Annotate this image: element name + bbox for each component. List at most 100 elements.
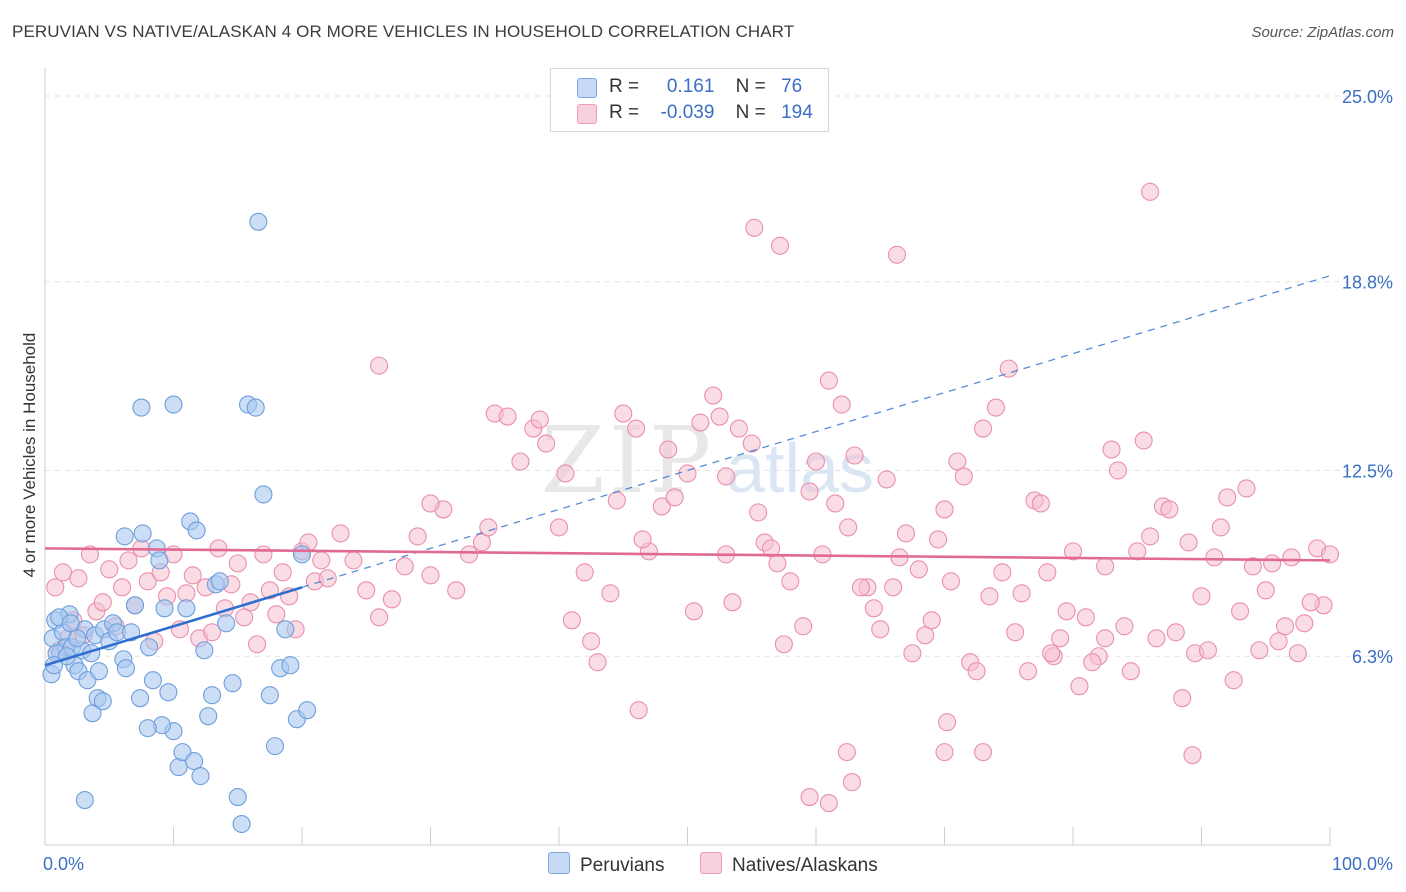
- native-alaskan-point: [575, 563, 594, 582]
- native-alaskan-point: [684, 602, 703, 621]
- legend-r-value: -0.039: [660, 102, 715, 123]
- peruvian-point: [68, 629, 87, 648]
- native-alaskan-point: [530, 410, 549, 429]
- native-alaskan-point: [479, 518, 498, 537]
- watermark-zip: ZIP: [541, 407, 715, 514]
- native-alaskan-point: [1198, 641, 1217, 660]
- peruvian-point: [138, 719, 157, 738]
- native-alaskan-point: [877, 470, 896, 489]
- native-alaskan-point: [922, 611, 941, 630]
- native-alaskan-point: [344, 551, 363, 570]
- native-alaskan-point: [1160, 500, 1179, 519]
- native-alaskan-point: [100, 560, 119, 579]
- peruvian-point: [292, 545, 312, 564]
- native-alaskan-point: [1006, 623, 1025, 642]
- native-alaskan-point: [774, 635, 793, 654]
- native-alaskan-point: [1250, 641, 1269, 660]
- native-alaskan-point: [1218, 488, 1237, 507]
- native-alaskan-point: [993, 563, 1012, 582]
- native-alaskan-point: [395, 557, 414, 576]
- native-alaskan-point: [1141, 182, 1160, 201]
- native-alaskan-point: [1147, 629, 1166, 648]
- native-alaskan-point: [826, 494, 845, 513]
- native-alaskan-point: [247, 635, 267, 654]
- native-alaskan-point: [1083, 653, 1102, 672]
- peruvian-point: [159, 683, 178, 702]
- native-alaskan-point: [800, 482, 819, 501]
- native-alaskan-point: [312, 551, 331, 570]
- peruvians-trend-dashed: [301, 275, 1331, 588]
- native-alaskan-point: [973, 419, 993, 438]
- peruvians-legend-swatch: [548, 852, 570, 874]
- native-alaskan-point: [267, 605, 286, 624]
- native-alaskan-point: [209, 539, 228, 558]
- native-alaskan-point: [1224, 671, 1243, 690]
- native-alaskan-point: [716, 467, 736, 486]
- native-alaskan-point: [1183, 746, 1202, 765]
- native-alaskan-point: [665, 488, 684, 507]
- native-alaskan-point: [69, 569, 88, 588]
- native-alaskan-point: [851, 578, 871, 597]
- native-alaskan-point: [1231, 602, 1250, 621]
- native-alaskan-point: [986, 398, 1005, 417]
- native-alaskan-point: [1205, 548, 1224, 567]
- native-alaskan-point: [331, 524, 350, 543]
- native-alaskan-point: [511, 452, 530, 471]
- legend-r-value: 0.161: [666, 76, 715, 97]
- axes: [44, 68, 1331, 846]
- peruvian-point: [217, 614, 236, 633]
- legend-n-label: N =: [735, 102, 766, 123]
- native-alaskan-point: [138, 572, 157, 591]
- peruvian-point: [131, 689, 150, 708]
- native-alaskan-point: [800, 788, 819, 807]
- peruvian-point: [246, 398, 265, 417]
- native-alaskan-point: [421, 566, 440, 585]
- trend-lines: [44, 275, 1331, 667]
- native-alaskan-point: [614, 404, 633, 423]
- peruvian-point: [143, 671, 162, 690]
- native-alaskan-point: [864, 599, 883, 618]
- native-alaskan-point: [1282, 548, 1301, 567]
- peruvian-point: [125, 596, 144, 615]
- native-alaskan-point: [819, 794, 838, 813]
- native-alaskan-point: [1288, 644, 1307, 663]
- native-alaskan-point: [537, 434, 556, 453]
- native-alaskan-point: [1063, 542, 1083, 561]
- peruvian-point: [169, 758, 188, 777]
- bottom-legend-peruvians: Peruvians: [548, 852, 665, 877]
- native-alaskan-point: [935, 500, 954, 519]
- natives-legend-label: Natives/Alaskans: [732, 855, 878, 876]
- native-alaskan-point: [999, 359, 1018, 378]
- native-alaskan-point: [447, 581, 466, 600]
- native-alaskan-point: [382, 590, 402, 609]
- peruvian-point: [140, 638, 159, 657]
- peruvian-point: [93, 692, 112, 711]
- native-alaskan-point: [273, 563, 292, 582]
- y-tick-label: 12.5%: [1342, 461, 1393, 481]
- native-alaskan-point: [704, 386, 723, 405]
- source-label: Source: ZipAtlas.com: [1251, 24, 1394, 41]
- peruvian-point: [132, 398, 151, 417]
- native-alaskan-point: [1134, 431, 1153, 450]
- native-alaskan-point: [871, 620, 890, 639]
- native-alaskan-point: [1243, 557, 1262, 576]
- native-alaskan-point: [1192, 587, 1211, 606]
- peruvian-point: [133, 524, 152, 543]
- native-alaskan-point: [770, 236, 790, 255]
- native-alaskan-point: [903, 644, 922, 663]
- native-alaskan-point: [498, 407, 517, 426]
- native-alaskan-point: [203, 623, 222, 642]
- native-alaskan-point: [1275, 617, 1295, 636]
- native-alaskan-point: [929, 530, 948, 549]
- peruvian-point: [61, 614, 80, 633]
- native-alaskan-point: [1108, 461, 1128, 480]
- natives-legend-swatch: [700, 852, 722, 874]
- legend-r-label: R =: [609, 102, 640, 123]
- chart-title: PERUVIAN VS NATIVE/ALASKAN 4 OR MORE VEH…: [12, 22, 795, 41]
- native-alaskan-point: [629, 701, 648, 720]
- native-alaskan-point: [967, 662, 986, 681]
- native-alaskan-point: [1320, 545, 1340, 564]
- native-alaskan-point: [938, 713, 957, 732]
- native-alaskan-point: [1057, 602, 1076, 621]
